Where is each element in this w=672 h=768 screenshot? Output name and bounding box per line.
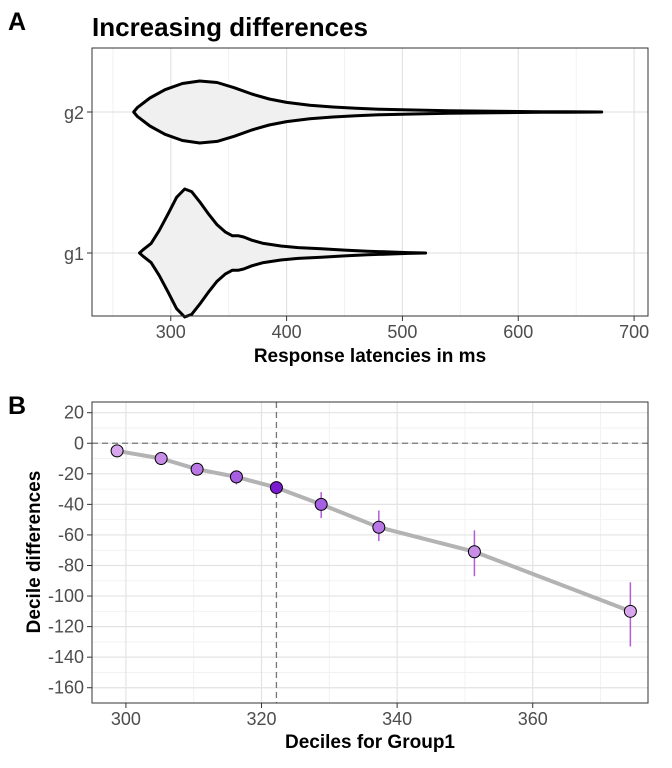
decile-point	[190, 462, 204, 476]
decile-point	[154, 452, 168, 466]
chart-b-y-ticks: 20 0 -20 -40 -60 -80 -100 -120 -140 -160	[48, 403, 92, 698]
y-tick-label: g2	[64, 103, 84, 123]
chart-b-panel-border	[91, 401, 649, 704]
y-tick-label: -80	[58, 555, 84, 575]
x-tick-label: 300	[111, 709, 141, 729]
y-tick-label: -140	[48, 647, 84, 667]
decile-point	[110, 444, 124, 458]
chart-b-x-axis-title: Deciles for Group1	[285, 732, 455, 753]
chart-a-x-ticks: 300 400 500 600 700	[156, 316, 649, 342]
y-tick-label: -100	[48, 586, 84, 606]
x-tick-label: 500	[387, 322, 417, 342]
x-tick-label: 340	[382, 709, 412, 729]
decile-point	[314, 497, 328, 511]
x-tick-label: 700	[619, 322, 649, 342]
chart-b-reference-lines	[92, 402, 648, 703]
violin-g2	[132, 79, 604, 145]
y-tick-label: -40	[58, 494, 84, 514]
chart-b-plot-area	[92, 402, 648, 703]
y-tick-label: -60	[58, 525, 84, 545]
chart-a-panel-border	[91, 47, 649, 317]
chart-a-violins	[132, 79, 604, 319]
y-tick-label: 0	[74, 433, 84, 453]
x-tick-label: 600	[503, 322, 533, 342]
chart-a-x-axis-title: Response latencies in ms	[254, 346, 486, 367]
y-tick-label: g1	[64, 244, 84, 264]
decile-point	[467, 545, 481, 559]
chart-b-x-ticks: 300 320 340 360	[111, 703, 548, 729]
chart-b-y-axis-title: Decile differences	[24, 471, 45, 634]
chart-a-y-ticks: g2 g1	[64, 103, 92, 264]
decile-point	[229, 470, 243, 484]
decile-point	[623, 604, 637, 618]
violin-g1	[138, 187, 428, 319]
chart-b-major-grid	[92, 402, 648, 703]
chart-b-minor-grid	[92, 402, 648, 703]
y-tick-label: -120	[48, 617, 84, 637]
panel-b-tag: B	[8, 392, 26, 420]
x-tick-label: 300	[156, 322, 186, 342]
panel-a-tag: A	[8, 8, 26, 36]
x-tick-label: 400	[272, 322, 302, 342]
x-tick-label: 320	[246, 709, 276, 729]
x-tick-label: 360	[518, 709, 548, 729]
chart-a-title: Increasing differences	[92, 12, 368, 42]
y-tick-label: -20	[58, 464, 84, 484]
y-tick-label: -160	[48, 678, 84, 698]
decile-point	[372, 520, 386, 534]
y-tick-label: 20	[64, 403, 84, 423]
chart-b-series	[110, 444, 637, 647]
decile-point	[269, 481, 283, 495]
